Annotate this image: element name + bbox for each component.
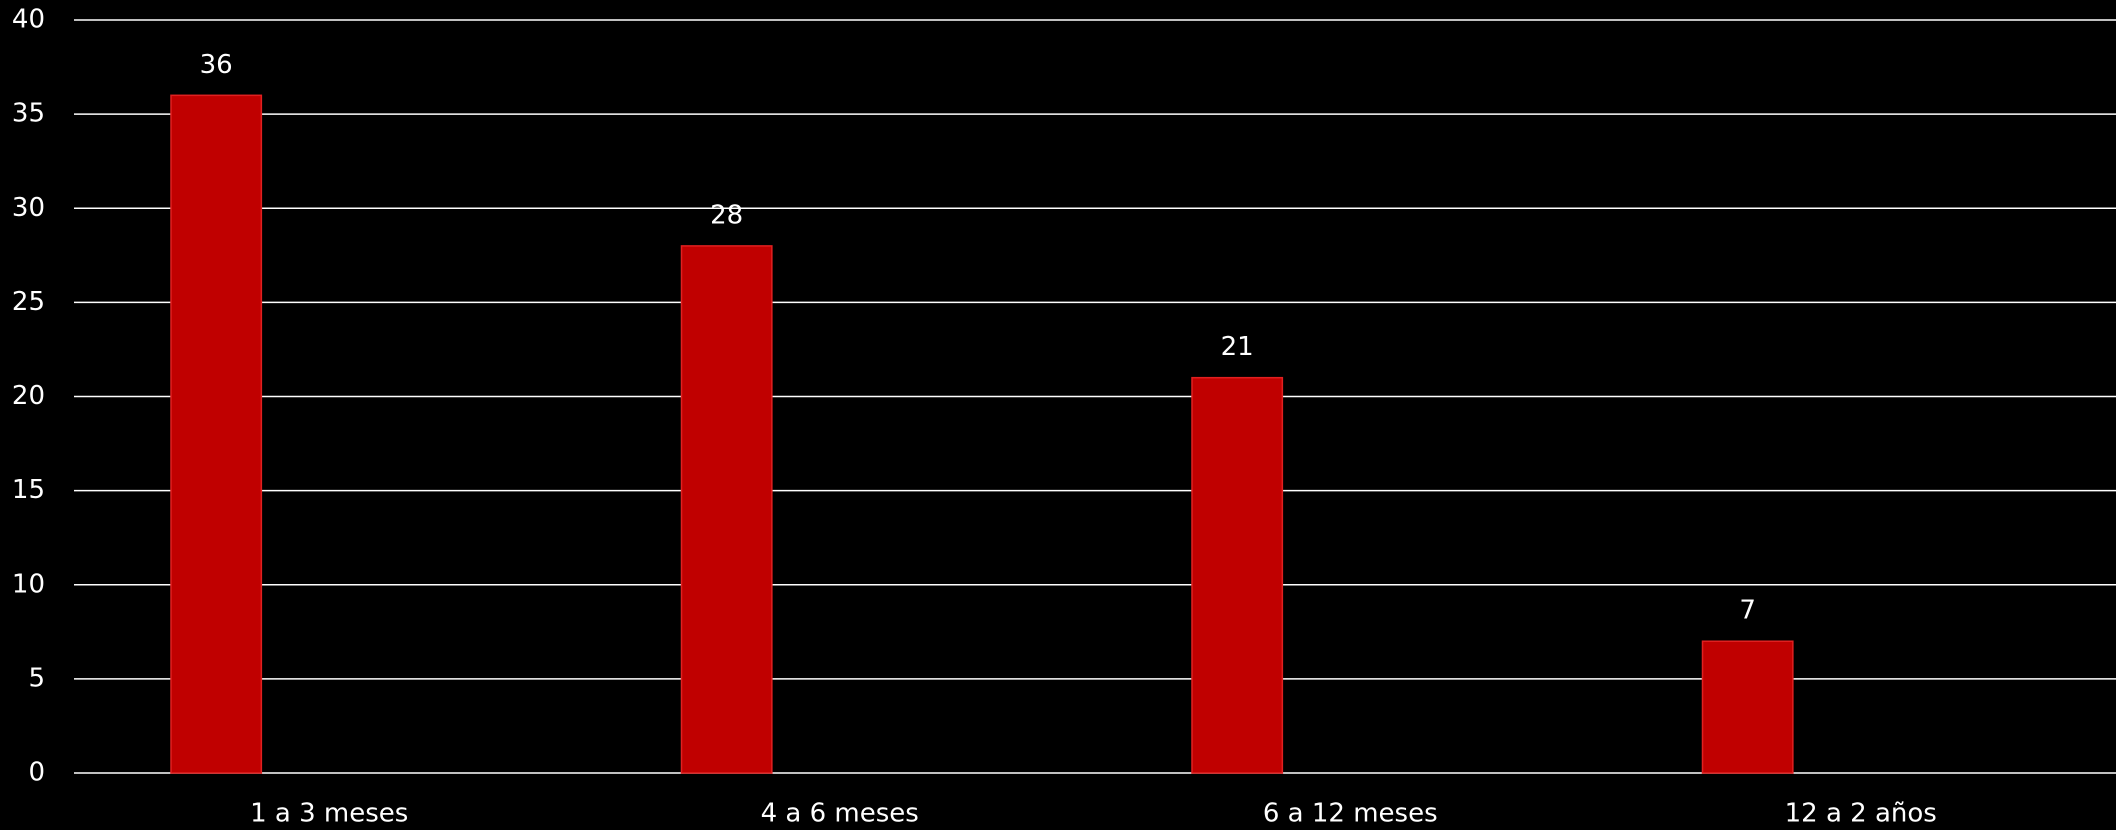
y-tick-label: 5 [28, 663, 45, 693]
data-label: 21 [1221, 332, 1254, 362]
x-tick-label: 12 a 2 años [1785, 799, 1937, 829]
y-tick-label: 15 [12, 475, 45, 505]
data-label: 28 [710, 200, 743, 230]
y-tick-label: 35 [12, 99, 45, 129]
data-label: 7 [1739, 596, 1756, 626]
data-label: 36 [200, 50, 233, 80]
y-tick-label: 10 [12, 569, 45, 599]
bar [680, 245, 773, 774]
bar [1701, 640, 1794, 774]
y-tick-label: 30 [12, 193, 45, 223]
x-tick-label: 1 a 3 meses [250, 799, 408, 829]
y-tick-label: 20 [12, 381, 45, 411]
x-tick-label: 6 a 12 meses [1263, 799, 1438, 829]
bar [1191, 376, 1284, 774]
y-tick-label: 0 [28, 758, 45, 788]
y-tick-label: 40 [12, 5, 45, 35]
bar [170, 94, 263, 774]
y-tick-label: 25 [12, 287, 45, 317]
x-tick-label: 4 a 6 meses [761, 799, 919, 829]
